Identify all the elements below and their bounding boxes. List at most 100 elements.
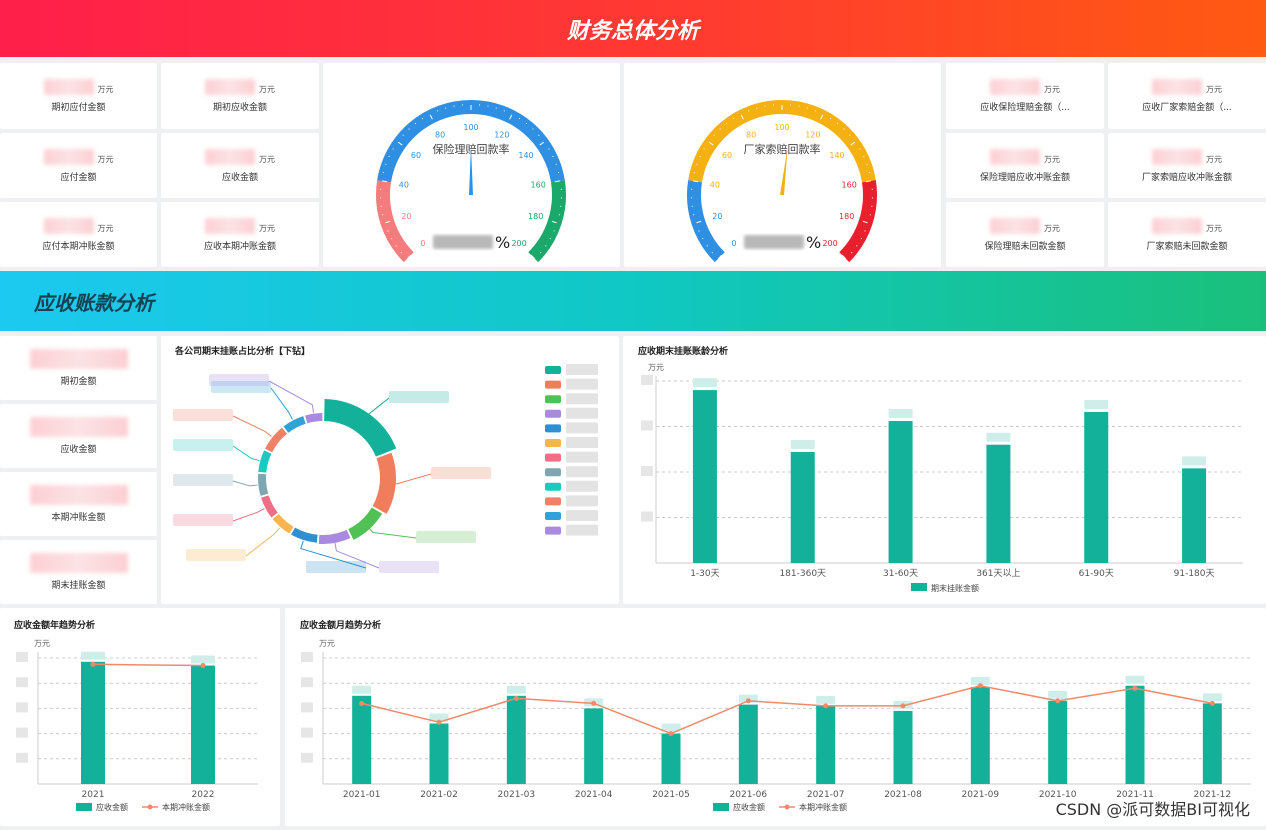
bar	[1048, 701, 1067, 784]
x-tick-label: 2021-08	[884, 790, 922, 800]
unit-label: 万元	[1044, 84, 1060, 95]
gauge-title: 厂家索赔回款率	[744, 142, 821, 156]
gauge-tick-label: 180	[528, 212, 543, 221]
masked-axis-label	[301, 677, 313, 687]
legend-point	[785, 805, 790, 810]
gauge-card-insurance[interactable]: 020406080100120140160180200保险理赔回款率%	[323, 63, 620, 267]
masked-value	[205, 79, 255, 95]
masked-data-label	[1048, 691, 1067, 699]
unit-label: 万元	[34, 639, 50, 648]
kpi-card[interactable]: 万元 期初应付金额	[0, 63, 157, 129]
bar	[739, 705, 758, 784]
legend-point	[148, 805, 153, 810]
donut-slice-label	[173, 439, 233, 451]
donut-chart[interactable]	[161, 336, 619, 604]
masked-data-label	[1182, 456, 1206, 465]
donut-card[interactable]: 各公司期末挂账占比分析【下钻】	[161, 336, 619, 604]
page-title: 财务总体分析	[567, 13, 699, 45]
gauge-tick	[733, 118, 734, 119]
gauge-tick	[415, 123, 416, 124]
legend-swatch	[545, 381, 561, 389]
kpi-card[interactable]: 万元 厂家索赔应收冲账金额	[1108, 133, 1266, 198]
gauge-tick-label: 120	[494, 130, 509, 139]
kpi-label: 期初应收金额	[213, 100, 267, 113]
unit-label: 万元	[1044, 154, 1060, 165]
line-point	[746, 698, 751, 703]
donut-slice-label	[173, 474, 233, 486]
kpi-label: 应付金额	[60, 170, 96, 183]
gauge-tick	[844, 129, 845, 130]
bar	[986, 445, 1010, 563]
gauge-tick-label: 160	[842, 180, 857, 189]
kpi-card[interactable]: 万元 应收保险理赔金额（...	[946, 63, 1104, 129]
gauge-tick	[837, 123, 838, 124]
line-point	[823, 703, 828, 708]
kpi-card[interactable]: 万元 保险理赔未回款金额	[946, 202, 1104, 267]
kpi-card[interactable]: 万元 保险理赔应收冲账金额	[946, 133, 1104, 198]
x-tick-label: 91-180天	[1174, 569, 1215, 579]
kpi-card[interactable]: 万元 应收本期冲账金额	[161, 202, 319, 267]
masked-value	[990, 218, 1040, 234]
kpi-label: 厂家索赔未回款金额	[1146, 239, 1227, 252]
gauge-tick	[396, 246, 397, 247]
masked-value	[990, 149, 1040, 165]
gauge-tick	[539, 135, 540, 136]
masked-value	[1152, 149, 1202, 165]
kpi-label: 期初金额	[60, 374, 96, 387]
line-point	[901, 703, 906, 708]
unit-label: 万元	[98, 84, 114, 95]
series-line	[362, 686, 1213, 734]
kpi-card[interactable]: 万元 应付金额	[0, 133, 157, 198]
donut-slice	[351, 511, 377, 535]
masked-axis-label	[641, 466, 653, 476]
legend-swatch	[545, 395, 561, 403]
kpi-card[interactable]: 万元 应付本期冲账金额	[0, 202, 157, 267]
unit-label: 万元	[98, 154, 114, 165]
kpi-card[interactable]: 万元 厂家索赔未回款金额	[1108, 202, 1266, 267]
donut-slice-label	[389, 391, 449, 403]
masked-value	[30, 349, 128, 369]
donut-slice	[319, 534, 349, 540]
legend-label	[566, 525, 598, 536]
kpi-label: 应付本期冲账金额	[42, 239, 114, 252]
masked-value	[1152, 218, 1202, 234]
kpi-label: 应收金额	[60, 442, 96, 455]
bar	[971, 687, 990, 784]
bar	[662, 734, 681, 784]
gauge-tick	[707, 246, 708, 247]
gauge-tick	[850, 135, 851, 136]
unit-label: 万元	[1044, 223, 1060, 234]
chart-title: 各公司期末挂账占比分析【下钻】	[175, 344, 310, 357]
masked-data-label	[791, 440, 815, 449]
kpi-card[interactable]: 万元 期初应收金额	[161, 63, 319, 129]
gauge-tick	[401, 252, 402, 253]
kpi-card[interactable]: 万元 应收厂家索赔金额（...	[1108, 63, 1266, 129]
line-point	[669, 731, 674, 736]
bar	[791, 452, 815, 563]
ar-kpi-card[interactable]: 本期冲账金额	[0, 472, 157, 536]
gauge-tick-label: 0	[420, 239, 425, 248]
ar-kpi-card[interactable]: 应收金额	[0, 404, 157, 468]
gauge-tick-label: 140	[829, 151, 844, 160]
gauge-tick-label: 40	[710, 180, 720, 189]
masked-axis-label	[641, 421, 653, 431]
gauge-tick-label: 200	[822, 239, 837, 248]
ar-kpi-card[interactable]: 期末挂账金额	[0, 540, 157, 604]
donut-slice	[286, 420, 305, 430]
kpi-card[interactable]: 万元 应收金额	[161, 133, 319, 198]
unit-label: 万元	[319, 639, 335, 648]
masked-axis-label	[301, 728, 313, 738]
legend-label	[566, 393, 598, 404]
gauge-unit: %	[806, 233, 821, 252]
masked-axis-label	[641, 375, 653, 385]
gauge-tick	[519, 118, 520, 119]
ar-kpi-card[interactable]: 期初金额	[0, 336, 157, 400]
unit-label: 万元	[1206, 223, 1222, 234]
